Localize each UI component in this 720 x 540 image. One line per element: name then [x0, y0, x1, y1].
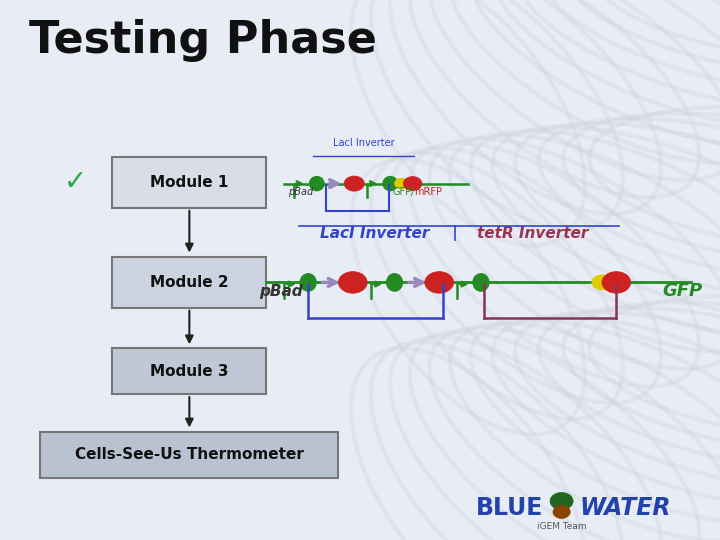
Circle shape — [395, 178, 409, 189]
Circle shape — [403, 177, 422, 191]
Text: pBad: pBad — [259, 284, 303, 299]
Circle shape — [602, 272, 631, 293]
Text: ✓: ✓ — [64, 168, 87, 196]
Text: LacI Inverter: LacI Inverter — [333, 138, 395, 148]
Circle shape — [425, 272, 454, 293]
Circle shape — [592, 275, 612, 290]
Text: Module 3: Module 3 — [150, 364, 228, 379]
Text: Module 1: Module 1 — [150, 175, 228, 190]
Text: Module 2: Module 2 — [150, 275, 228, 289]
Text: WATER: WATER — [580, 496, 671, 519]
Text: Testing Phase: Testing Phase — [29, 19, 377, 62]
Ellipse shape — [383, 177, 397, 191]
Text: tetR Inverter: tetR Inverter — [477, 226, 588, 241]
Circle shape — [553, 505, 570, 518]
Ellipse shape — [310, 177, 324, 191]
FancyBboxPatch shape — [112, 256, 266, 308]
FancyBboxPatch shape — [112, 348, 266, 394]
Text: GFP/: GFP/ — [392, 187, 415, 198]
FancyBboxPatch shape — [112, 157, 266, 208]
Circle shape — [550, 492, 573, 510]
Ellipse shape — [473, 274, 489, 291]
Ellipse shape — [387, 274, 402, 291]
Text: GFP: GFP — [662, 282, 703, 300]
Text: pBad: pBad — [288, 187, 313, 198]
Ellipse shape — [300, 274, 316, 291]
Circle shape — [338, 272, 367, 293]
FancyBboxPatch shape — [40, 432, 338, 478]
Text: mRFP: mRFP — [414, 187, 442, 198]
Text: LacI Inverter: LacI Inverter — [320, 226, 429, 241]
Circle shape — [344, 176, 364, 191]
Text: Cells-See-Us Thermometer: Cells-See-Us Thermometer — [75, 448, 303, 462]
Text: iGEM Team: iGEM Team — [537, 522, 586, 531]
Text: BLUE: BLUE — [476, 496, 544, 519]
